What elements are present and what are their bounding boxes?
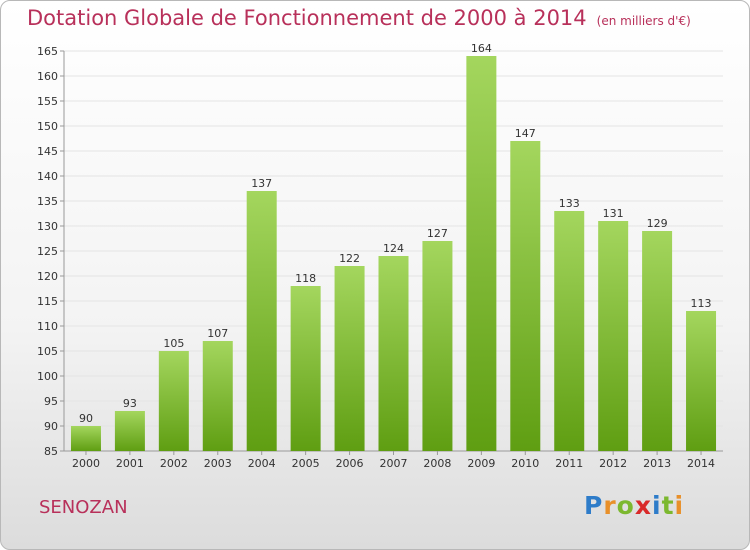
logo-letter: t (661, 491, 675, 520)
data-label-2004: 137 (251, 177, 272, 190)
data-label-2008: 127 (427, 227, 448, 240)
y-tick-label: 140 (37, 170, 58, 183)
data-label-2012: 131 (603, 207, 624, 220)
y-tick-label: 110 (37, 320, 58, 333)
bar-2000 (70, 426, 101, 451)
y-tick-label: 95 (44, 395, 58, 408)
x-tick-label: 2004 (248, 457, 276, 470)
y-tick-label: 115 (37, 295, 58, 308)
bar-2004 (246, 191, 277, 451)
y-tick-label: 165 (37, 45, 58, 58)
x-tick-label: 2008 (423, 457, 451, 470)
data-label-2013: 129 (647, 217, 668, 230)
chart-title-text: Dotation Globale de Fonctionnement de 20… (27, 6, 587, 30)
y-tick-label: 155 (37, 95, 58, 108)
data-label-2007: 124 (383, 242, 404, 255)
y-tick-label: 150 (37, 120, 58, 133)
chart-title: Dotation Globale de Fonctionnement de 20… (27, 6, 691, 30)
bar-2008 (422, 241, 453, 451)
bar-2010 (510, 141, 541, 451)
x-tick-label: 2011 (555, 457, 583, 470)
bar-2011 (554, 211, 585, 451)
y-tick-label: 120 (37, 270, 58, 283)
x-tick-label: 2006 (336, 457, 364, 470)
proxiti-logo: Proxiti (584, 491, 684, 520)
data-label-2000: 90 (79, 412, 93, 425)
x-tick-label: 2002 (160, 457, 188, 470)
logo-letter: o (616, 491, 635, 520)
y-tick-label: 90 (44, 420, 58, 433)
data-labels: 90 93 105 107 137 118 122 124 127 164 147 133 131 129… (79, 42, 712, 425)
x-tick-label: 2005 (292, 457, 320, 470)
data-label-2011: 133 (559, 197, 580, 210)
bar-2006 (334, 266, 365, 451)
x-tick-label: 2014 (687, 457, 715, 470)
bar-2002 (158, 351, 189, 451)
data-label-2009: 164 (471, 42, 492, 55)
bar-2014 (686, 311, 717, 451)
x-tick-label: 2007 (380, 457, 408, 470)
y-tick-label: 85 (44, 445, 58, 458)
chart-subtitle: (en milliers d'€) (596, 14, 691, 28)
bar-2012 (598, 221, 629, 451)
bar-2005 (290, 286, 321, 451)
commune-name: SENOZAN (39, 497, 128, 518)
x-tick-label: 2013 (643, 457, 671, 470)
data-label-2003: 107 (207, 327, 228, 340)
logo-letter: x (634, 491, 652, 520)
bar-2007 (378, 256, 409, 451)
data-label-2014: 113 (691, 297, 712, 310)
bar-2003 (202, 341, 233, 451)
y-tick-label: 125 (37, 245, 58, 258)
y-tick-label: 145 (37, 145, 58, 158)
x-tick-label: 2003 (204, 457, 232, 470)
bar-2009 (466, 56, 497, 451)
data-label-2006: 122 (339, 252, 360, 265)
logo-letter: r (603, 491, 617, 520)
y-tick-label: 135 (37, 195, 58, 208)
x-tick-label: 2009 (467, 457, 495, 470)
data-label-2005: 118 (295, 272, 316, 285)
y-tick-label: 105 (37, 345, 58, 358)
data-label-2001: 93 (123, 397, 137, 410)
x-tick-label: 2000 (72, 457, 100, 470)
x-tick-label: 2012 (599, 457, 627, 470)
data-label-2010: 147 (515, 127, 536, 140)
logo-letter: i (674, 491, 685, 520)
x-tick-label: 2010 (511, 457, 539, 470)
y-tick-label: 100 (37, 370, 58, 383)
y-tick-label: 130 (37, 220, 58, 233)
data-label-2002: 105 (163, 337, 184, 350)
y-tick-label: 160 (37, 70, 58, 83)
bar-2013 (642, 231, 673, 451)
logo-letter: i (652, 491, 662, 520)
x-tick-label: 2001 (116, 457, 144, 470)
bar-2001 (114, 411, 145, 451)
bars (70, 56, 717, 451)
logo-letter: P (584, 491, 604, 520)
